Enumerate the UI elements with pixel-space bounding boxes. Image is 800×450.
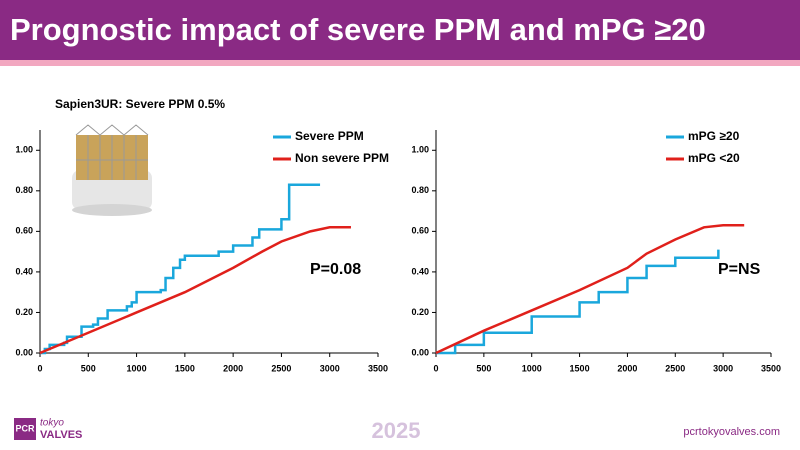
x-tick-label: 500 xyxy=(81,363,96,373)
x-tick-label: 1000 xyxy=(522,363,542,373)
logo-bottom: VALVES xyxy=(40,429,82,441)
series-line xyxy=(39,226,351,355)
y-tick-label: 1.00 xyxy=(411,145,429,155)
x-tick-label: 500 xyxy=(476,363,491,373)
y-tick-label: 0.60 xyxy=(411,226,429,236)
y-tick-label: 0.00 xyxy=(15,347,33,357)
slide-title: Prognostic impact of severe PPM and mPG … xyxy=(10,12,706,47)
url: pcrtokyovalves.com xyxy=(683,426,780,438)
y-tick-label: 0.40 xyxy=(15,266,33,276)
logo-box xyxy=(14,418,36,440)
x-tick-label: 3500 xyxy=(761,363,781,373)
legend-label: Severe PPM xyxy=(295,129,364,143)
y-tick-label: 0.00 xyxy=(411,347,429,357)
series-line xyxy=(435,224,745,355)
y-tick-label: 0.40 xyxy=(411,266,429,276)
y-tick-label: 0.60 xyxy=(15,226,33,236)
series-line xyxy=(40,183,321,355)
header-stripe xyxy=(0,60,800,66)
logo-top: tokyo xyxy=(40,418,64,429)
x-tick-label: 2000 xyxy=(617,363,637,373)
x-tick-label: 1000 xyxy=(127,363,147,373)
subtitle: Sapien3UR: Severe PPM 0.5% xyxy=(55,97,225,111)
y-tick-label: 0.80 xyxy=(15,185,33,195)
annotation: P=0.08 xyxy=(310,261,361,278)
x-tick-label: 1500 xyxy=(175,363,195,373)
x-tick-label: 2000 xyxy=(223,363,243,373)
header-bar xyxy=(0,0,800,60)
x-tick-label: 0 xyxy=(37,363,42,373)
y-tick-label: 0.20 xyxy=(15,307,33,317)
x-tick-label: 1500 xyxy=(570,363,590,373)
x-tick-label: 3000 xyxy=(713,363,733,373)
x-tick-label: 2500 xyxy=(271,363,291,373)
x-tick-label: 3500 xyxy=(368,363,388,373)
y-tick-label: 0.80 xyxy=(411,185,429,195)
y-tick-label: 1.00 xyxy=(15,145,33,155)
x-tick-label: 0 xyxy=(433,363,438,373)
annotation: P=NS xyxy=(718,261,761,278)
legend-label: Non severe PPM xyxy=(295,151,389,165)
legend-label: mPG <20 xyxy=(688,151,740,165)
y-tick-label: 0.20 xyxy=(411,307,429,317)
logo-mark: PCR xyxy=(15,423,35,433)
year: 2025 xyxy=(372,418,421,443)
series-line xyxy=(436,249,720,355)
legend-label: mPG ≥20 xyxy=(688,129,740,143)
x-tick-label: 2500 xyxy=(665,363,685,373)
valve-image xyxy=(72,124,152,216)
x-tick-label: 3000 xyxy=(320,363,340,373)
